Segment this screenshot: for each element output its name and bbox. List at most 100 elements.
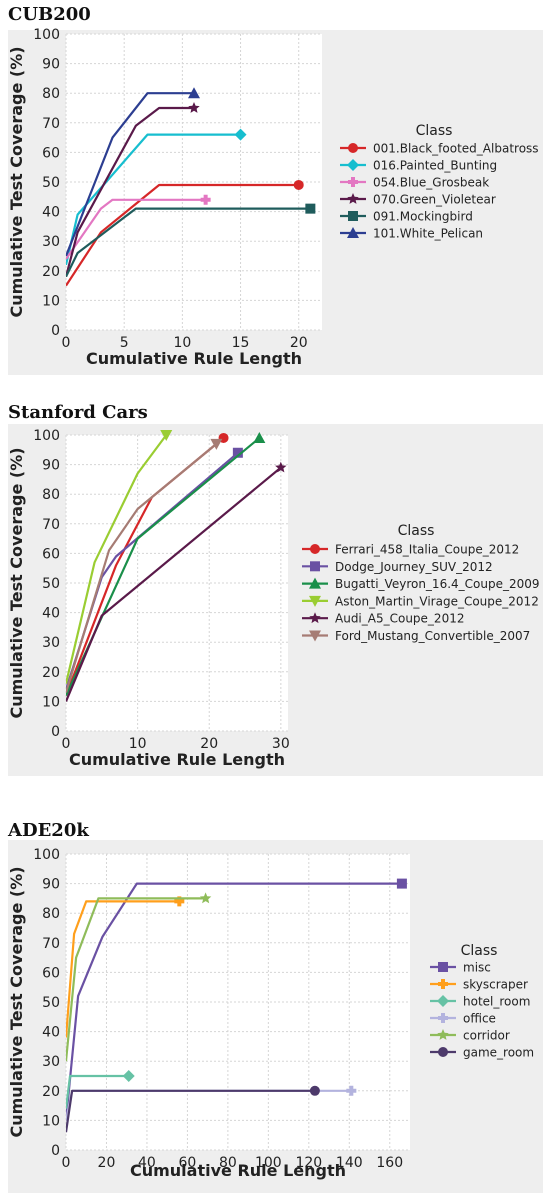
y-tick-label: 80 <box>42 487 60 503</box>
x-tick-label: 100 <box>255 1155 282 1171</box>
legend-label: Bugatti_Veyron_16.4_Coupe_2009 <box>335 577 540 591</box>
legend-marker <box>438 962 448 972</box>
y-tick-label: 100 <box>33 27 60 43</box>
y-axis-label: Cumulative Test Coverage (%) <box>7 866 26 1137</box>
series-line <box>66 897 206 1062</box>
series-line <box>66 434 168 684</box>
y-tick-label: 30 <box>42 234 60 250</box>
legend-label: 001.Black_footed_Albatross <box>373 142 539 156</box>
series-line <box>66 466 282 702</box>
y-tick-label: 70 <box>42 936 60 952</box>
series-end-marker <box>122 1070 135 1082</box>
x-tick-label: 0 <box>62 736 71 752</box>
y-axis-label: Cumulative Test Coverage (%) <box>7 447 26 718</box>
series <box>66 194 211 260</box>
y-tick-label: 0 <box>51 724 60 740</box>
series-end-marker <box>199 892 212 904</box>
series-line <box>66 1089 315 1133</box>
series-line <box>66 183 299 287</box>
legend-label: misc <box>463 961 491 975</box>
legend-label: skyscraper <box>463 978 528 992</box>
series <box>66 1070 135 1109</box>
panel-stanford-cars: Stanford Cars 0 10 20 30 40 50 60 70 80 90 100 0 10 2… <box>0 400 550 780</box>
legend-label: Aston_Martin_Virage_Coupe_2012 <box>335 594 539 608</box>
series <box>66 461 287 702</box>
y-tick-label: 0 <box>51 323 60 339</box>
series-line <box>66 207 311 278</box>
series-line <box>66 198 206 260</box>
y-axis-label: Cumulative Test Coverage (%) <box>7 46 26 317</box>
y-tick-label: 10 <box>42 293 60 309</box>
legend-marker <box>347 227 359 238</box>
legend-title: Class <box>416 123 453 139</box>
series-end-marker <box>234 128 247 141</box>
series-end-marker <box>346 1085 357 1096</box>
legend-label: hotel_room <box>463 995 530 1009</box>
panel-title: ADE20k <box>8 820 89 841</box>
y-tick-label: 40 <box>42 205 60 221</box>
y-tick-label: 10 <box>42 694 60 710</box>
legend-label: 091.Mockingbird <box>373 210 473 224</box>
legend-marker <box>438 979 448 989</box>
x-tick-label: 20 <box>98 1155 116 1171</box>
legend-marker <box>348 143 358 153</box>
legend-label: 054.Blue_Grosbeak <box>373 176 489 190</box>
series-line <box>66 443 218 693</box>
x-tick-label: 160 <box>376 1155 403 1171</box>
legend-label: corridor <box>463 1029 510 1043</box>
y-tick-label: 0 <box>51 1143 60 1159</box>
series-end-marker <box>160 430 173 441</box>
legend-marker <box>347 159 359 171</box>
series-end-marker <box>305 203 316 214</box>
series <box>66 438 223 693</box>
series <box>66 892 212 1062</box>
legend-label: game_room <box>463 1046 534 1060</box>
y-tick-label: 80 <box>42 906 60 922</box>
series-end-marker <box>253 431 266 443</box>
legend-marker <box>348 211 358 221</box>
series-line <box>66 882 402 1121</box>
y-tick-label: 30 <box>42 635 60 651</box>
y-tick-label: 20 <box>42 665 60 681</box>
series <box>66 203 316 278</box>
legend-marker <box>309 612 321 624</box>
legend-marker <box>309 577 321 589</box>
legend-marker <box>438 1047 448 1057</box>
y-tick-label: 20 <box>42 264 60 280</box>
x-tick-label: 40 <box>138 1155 156 1171</box>
y-tick-label: 10 <box>42 1113 60 1129</box>
y-tick-label: 100 <box>33 428 60 444</box>
series-line <box>66 1074 129 1109</box>
series <box>66 1085 320 1133</box>
panel-title: Stanford Cars <box>8 402 148 423</box>
y-tick-label: 70 <box>42 517 60 533</box>
x-tick-label: 0 <box>62 1155 71 1171</box>
x-tick-label: 20 <box>200 736 218 752</box>
legend-label: 101.White_Pelican <box>373 227 483 241</box>
legend-label: 016.Painted_Bunting <box>373 159 497 173</box>
x-tick-label: 120 <box>295 1155 322 1171</box>
y-tick-label: 40 <box>42 1025 60 1041</box>
series-end-marker <box>188 102 200 113</box>
series-end-marker <box>200 194 211 205</box>
legend-label: Dodge_Journey_SUV_2012 <box>335 560 493 574</box>
x-tick-label: 140 <box>336 1155 363 1171</box>
y-tick-label: 90 <box>42 458 60 474</box>
y-tick-label: 30 <box>42 1054 60 1070</box>
legend-title: Class <box>461 943 498 959</box>
legend-label: Audi_A5_Coupe_2012 <box>335 612 464 626</box>
x-tick-label: 10 <box>173 335 191 351</box>
panel-title: CUB200 <box>8 4 91 25</box>
legend-label: Ferrari_458_Italia_Coupe_2012 <box>335 543 519 557</box>
legend-marker <box>310 544 320 554</box>
y-tick-label: 50 <box>42 995 60 1011</box>
x-tick-label: 5 <box>120 335 129 351</box>
x-tick-label: 80 <box>219 1155 237 1171</box>
series-end-marker <box>396 878 407 889</box>
y-tick-label: 50 <box>42 175 60 191</box>
series <box>66 878 407 1121</box>
y-tick-label: 20 <box>42 1084 60 1100</box>
x-tick-label: 60 <box>178 1155 196 1171</box>
